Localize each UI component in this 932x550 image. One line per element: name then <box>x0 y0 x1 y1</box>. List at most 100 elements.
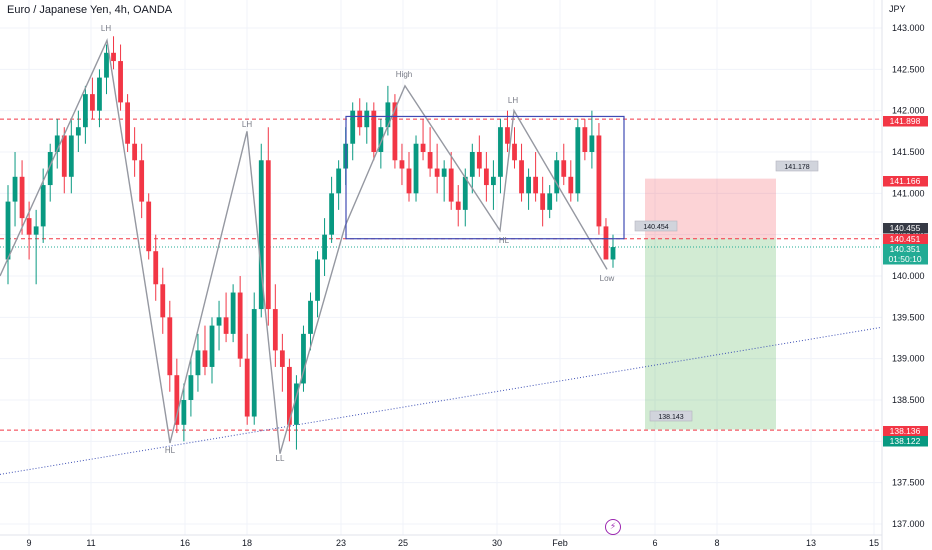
candle <box>237 276 243 367</box>
x-tick-label: 30 <box>492 538 502 548</box>
candle-body <box>195 350 201 376</box>
y-tick-label: 137.500 <box>892 478 925 488</box>
candle <box>174 358 180 434</box>
x-tick-label: Feb <box>552 538 568 548</box>
candle-body <box>279 350 285 367</box>
candle-body <box>104 52 109 78</box>
candle <box>469 143 475 194</box>
candle <box>476 135 482 177</box>
pattern-label: LL <box>276 454 285 463</box>
candle-body <box>286 366 292 425</box>
y-tick-label: 143.000 <box>892 23 925 33</box>
candle-body <box>505 127 510 144</box>
candle-body <box>111 52 116 62</box>
candle <box>554 152 560 202</box>
candle-body <box>19 176 25 219</box>
candle <box>82 85 88 144</box>
candle-body <box>146 201 152 252</box>
candle <box>420 118 426 161</box>
candle <box>68 118 74 194</box>
candle-body <box>350 110 356 144</box>
axis-price-label-bg <box>883 436 928 447</box>
axis-price-label-bg <box>883 116 928 127</box>
x-tick-label: 9 <box>26 538 31 548</box>
candle <box>498 118 503 194</box>
y-tick-label: 137.000 <box>892 519 925 529</box>
candle <box>322 218 327 276</box>
candle-body <box>392 102 398 161</box>
candle-body <box>160 284 166 318</box>
x-tick-label: 11 <box>86 538 95 548</box>
position-price-tag: 140.454 <box>634 220 678 232</box>
candle <box>441 160 447 202</box>
candle <box>146 193 152 260</box>
candle-body <box>301 333 306 384</box>
candle <box>329 176 335 243</box>
candle <box>132 127 138 177</box>
axis-price-label: 138.122 <box>883 436 928 447</box>
consolidation-range-box <box>345 115 625 240</box>
candle-body <box>371 110 377 152</box>
candle-body <box>68 135 74 177</box>
candle <box>223 292 229 343</box>
candle-body <box>498 127 503 177</box>
candle-body <box>216 317 222 326</box>
candle <box>258 143 264 318</box>
candle <box>125 94 130 152</box>
candle-body <box>385 102 391 128</box>
candle <box>448 152 454 210</box>
axis-price-label: 141.166 <box>883 176 928 187</box>
candle <box>512 127 517 169</box>
candle-body <box>357 110 363 128</box>
candle-body <box>202 350 208 367</box>
candle <box>244 333 250 425</box>
candle-body <box>406 168 412 194</box>
candle <box>139 143 145 219</box>
candle-body <box>153 251 159 285</box>
axis-price-label-text: 140.351 <box>890 244 921 254</box>
candle <box>195 333 201 392</box>
candle <box>315 251 320 318</box>
candle-body <box>61 135 67 177</box>
position-price-tag: 141.178 <box>775 160 819 172</box>
candle <box>519 143 524 202</box>
candle <box>533 152 539 202</box>
y-tick-label: 142.500 <box>892 64 925 74</box>
candle-body <box>75 127 81 136</box>
candle <box>568 160 574 202</box>
candle-body <box>26 218 32 235</box>
x-tick-label: 13 <box>806 538 816 548</box>
lightning-icon[interactable]: ⚡ <box>605 519 621 535</box>
candle <box>181 383 187 442</box>
candle <box>230 284 236 343</box>
candle <box>251 292 257 425</box>
candle-body <box>603 226 609 260</box>
axis-price-label-text: 141.166 <box>890 176 921 186</box>
candle-body <box>596 135 602 227</box>
position-price-tag-text: 138.143 <box>658 414 683 421</box>
candle-body <box>441 168 447 177</box>
candle <box>188 358 194 417</box>
candle-body <box>568 176 574 194</box>
chart-grid <box>0 0 882 535</box>
candle <box>286 358 292 442</box>
candle <box>97 69 102 128</box>
axis-price-label-text: 140.455 <box>890 223 921 233</box>
axis-price-label-text: 141.898 <box>890 116 921 126</box>
candle-body <box>329 193 335 235</box>
pattern-label: LH <box>101 24 111 33</box>
pattern-label: Low <box>600 274 615 283</box>
candle <box>350 102 356 161</box>
symbol-title[interactable]: Euro / Japanese Yen, 4h, OANDA <box>7 4 173 16</box>
position-price-tag-text: 140.454 <box>643 224 668 231</box>
candle-body <box>378 127 384 152</box>
axis-price-label-text: 138.136 <box>890 426 921 436</box>
candle <box>582 118 588 161</box>
candle <box>434 143 440 194</box>
candle-body <box>427 152 433 169</box>
candle-body <box>90 94 95 111</box>
candle-body <box>223 317 229 334</box>
candle <box>272 284 278 367</box>
candle-body <box>420 143 426 152</box>
